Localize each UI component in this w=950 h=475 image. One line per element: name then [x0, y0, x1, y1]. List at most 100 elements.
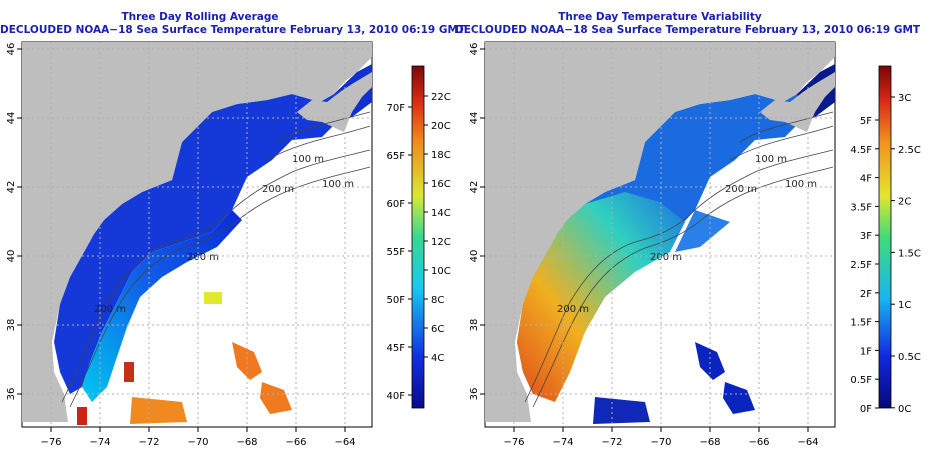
left-contour-label: 100 m [292, 154, 324, 165]
right-low-variability-patch [593, 397, 650, 424]
left-colorbar-f-label: 65F [387, 151, 406, 162]
right-colorbar-f-label: 2F [860, 289, 872, 300]
right-colorbar-f-label: 5F [860, 116, 872, 127]
right-contour-label: 200 m [725, 184, 757, 195]
left-map-panel: 100 m 200 m 100 m 200 m 200 m [21, 41, 373, 428]
left-colorbar-c-label: 12C [431, 237, 451, 248]
right-contour-label: 100 m [785, 179, 817, 190]
left-title-line1: Three Day Rolling Average [121, 11, 279, 23]
left-contour-label: 200 m [187, 252, 219, 263]
left-x-tick-label: −76 [40, 437, 61, 448]
right-y-tick-label: 44 [469, 112, 480, 125]
right-colorbar-ramp [878, 65, 892, 409]
left-colorbar-f-label: 70F [387, 103, 406, 114]
left-cold-shelf-water [54, 94, 337, 394]
left-colorbar-c-label: 16C [431, 179, 451, 190]
left-colorbar-f-label: 50F [387, 295, 406, 306]
left-colorbar-c-label: 6C [431, 324, 444, 335]
right-x-tick-label: −72 [601, 437, 622, 448]
left-colorbar-c-label: 8C [431, 295, 444, 306]
left-colorbar-ramp [411, 65, 425, 409]
right-title-line1: Three Day Temperature Variability [558, 11, 762, 23]
right-contour-label: 200 m [650, 252, 682, 263]
left-colorbar-c-label: 18C [431, 150, 451, 161]
right-low-variability-patch [723, 382, 755, 414]
right-x-tick-label: −66 [748, 437, 769, 448]
left-x-tick-label: −70 [187, 437, 208, 448]
left-warm-patch [77, 407, 87, 425]
right-colorbar [878, 65, 892, 409]
left-warm-patch [260, 382, 292, 414]
left-warm-patch [124, 362, 134, 382]
right-y-tick-label: 38 [469, 319, 480, 332]
right-y-tick-label: 42 [469, 181, 480, 194]
right-colorbar-c-label: 3C [898, 93, 911, 104]
right-map-panel: 100 m 200 m 100 m 200 m 200 m [484, 41, 836, 428]
right-map-title: Three Day Temperature Variability DECLOU… [455, 11, 921, 37]
left-map-title: Three Day Rolling Average DECLOUDED NOAA… [0, 11, 466, 37]
left-colorbar-f-label: 40F [387, 391, 406, 402]
left-contour-label: 200 m [94, 304, 126, 315]
right-colorbar-f-label: 4.5F [850, 145, 872, 156]
left-colorbar-c-label: 22C [431, 92, 451, 103]
right-x-tick-label: −68 [699, 437, 720, 448]
left-colorbar-f-label: 45F [387, 343, 406, 354]
left-colorbar-c-label: 20C [431, 121, 451, 132]
left-y-tick-label: 38 [6, 319, 17, 332]
left-gridlines [22, 42, 372, 427]
right-high-variability-band [517, 192, 685, 402]
right-x-tick-label: −70 [650, 437, 671, 448]
left-contour-label: 200 m [262, 184, 294, 195]
right-y-tick-label: 46 [469, 43, 480, 56]
right-colorbar-c-label: 0C [898, 404, 911, 415]
right-colorbar-c-label: 2.5C [898, 145, 921, 156]
right-colorbar-f-label: 2.5F [850, 260, 872, 271]
right-y-tick-label: 40 [469, 250, 480, 263]
left-x-tick-label: −72 [138, 437, 159, 448]
right-contour-label: 200 m [557, 304, 589, 315]
right-colorbar-c-label: 2C [898, 197, 911, 208]
left-y-tick-label: 44 [6, 112, 17, 125]
left-warm-patch [232, 342, 262, 380]
right-y-tick-label: 36 [469, 388, 480, 401]
left-colorbar-f-label: 55F [387, 247, 406, 258]
right-mid-variability [675, 210, 730, 252]
right-title-line2: DECLOUDED NOAA−18 Sea Surface Temperatur… [455, 24, 921, 36]
left-contour-label: 100 m [322, 179, 354, 190]
left-colorbar-c-label: 14C [431, 208, 451, 219]
right-colorbar-f-label: 4F [860, 174, 872, 185]
left-colorbar-c-label: 10C [431, 266, 451, 277]
right-colorbar-f-label: 3.5F [850, 202, 872, 213]
right-colorbar-c-label: 0.5C [898, 352, 921, 363]
right-colorbar-f-label: 0.5F [850, 375, 872, 386]
right-gridlines [485, 42, 835, 427]
left-x-tick-label: −74 [89, 437, 110, 448]
right-colorbar-c-label: 1.5C [898, 248, 921, 259]
left-slope-water [82, 210, 242, 402]
left-warm-patch [130, 397, 187, 424]
left-x-tick-label: −66 [285, 437, 306, 448]
left-colorbar [411, 65, 425, 409]
left-x-tick-label: −64 [334, 437, 355, 448]
left-y-tick-label: 40 [6, 250, 17, 263]
left-y-tick-label: 42 [6, 181, 17, 194]
left-title-line2: DECLOUDED NOAA−18 Sea Surface Temperatur… [0, 24, 466, 36]
left-colorbar-c-label: 4C [431, 353, 444, 364]
right-colorbar-f-label: 0F [860, 404, 872, 415]
left-x-tick-label: −68 [236, 437, 257, 448]
left-colorbar-f-label: 60F [387, 199, 406, 210]
left-y-tick-label: 36 [6, 388, 17, 401]
left-warm-patch [204, 292, 222, 304]
right-colorbar-f-label: 1F [860, 346, 872, 357]
right-x-tick-label: −76 [503, 437, 524, 448]
right-low-variability-patch [695, 342, 725, 380]
right-colorbar-f-label: 1.5F [850, 318, 872, 329]
left-y-tick-label: 46 [6, 43, 17, 56]
right-colorbar-f-label: 3F [860, 231, 872, 242]
right-x-tick-label: −64 [797, 437, 818, 448]
right-x-tick-label: −74 [552, 437, 573, 448]
axis-ticks: −76 −74 −72 −70 −68 −66 −64 36 38 40 42 44 46 −76 −74 −… [6, 43, 921, 448]
right-contour-label: 100 m [755, 154, 787, 165]
right-colorbar-c-label: 1C [898, 300, 911, 311]
